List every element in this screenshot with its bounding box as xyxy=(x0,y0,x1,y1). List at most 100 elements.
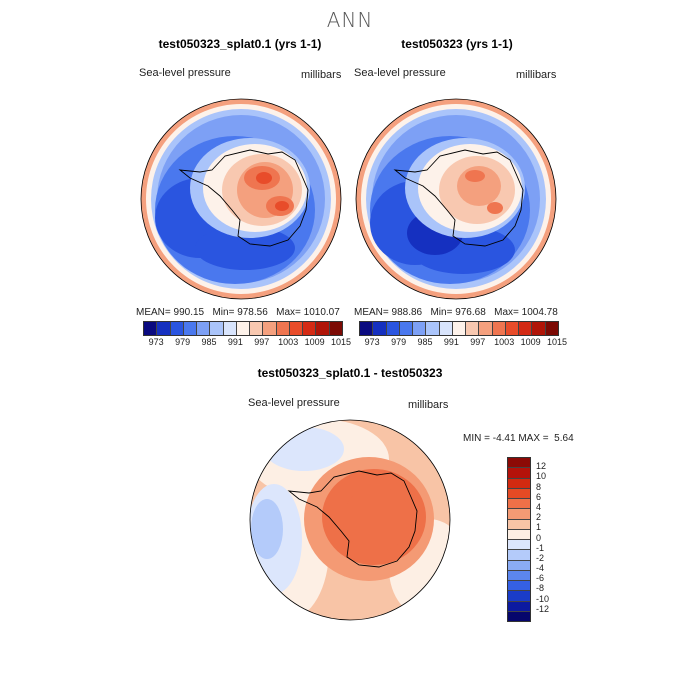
colorbar-swatch xyxy=(360,322,374,335)
panel3-units-label: millibars xyxy=(408,399,449,411)
colorbar-tick-label: 1009 xyxy=(520,337,541,347)
colorbar-swatch xyxy=(399,322,414,335)
figure-title: ANN xyxy=(326,8,374,32)
max-eq-label: MAX = xyxy=(518,433,549,444)
panel3-title: test050323_splat0.1 - test050323 xyxy=(257,366,443,380)
panel1-map xyxy=(140,98,342,300)
colorbar-tick-label: -2 xyxy=(536,552,545,563)
colorbar-swatch xyxy=(508,458,530,469)
colorbar-swatch xyxy=(532,322,546,335)
panel2-variable-label: Sea-level pressure xyxy=(354,67,446,79)
colorbar-swatch xyxy=(479,322,493,335)
colorbar-tick-label: 1003 xyxy=(494,337,515,347)
colorbar-swatch xyxy=(170,322,184,335)
panel3-stats: MIN = -4.41 MAX = 5.64 xyxy=(463,433,574,444)
panel1-min-value: 978.56 xyxy=(237,307,268,318)
panel3-colorbar xyxy=(507,457,531,622)
colorbar-tick-label: 12 xyxy=(536,461,547,472)
colorbar-swatch xyxy=(508,478,530,489)
colorbar-swatch xyxy=(426,322,440,335)
panel2-units-label: millibars xyxy=(516,69,557,81)
colorbar-swatch xyxy=(183,322,198,335)
colorbar-swatch xyxy=(197,322,211,335)
panel1-variable-label: Sea-level pressure xyxy=(139,67,231,79)
panel2-colorbar xyxy=(359,321,559,336)
mean-label: MEAN= xyxy=(354,307,389,318)
panel1-title: test050323_splat0.1 (yrs 1-1) xyxy=(158,37,322,51)
colorbar-swatch xyxy=(508,509,530,520)
colorbar-swatch xyxy=(508,519,530,530)
colorbar-tick-label: 1003 xyxy=(278,337,299,347)
colorbar-swatch xyxy=(373,322,387,335)
panel2-colorbar-ticks: 973 979 985 991 997 1003 1009 1015 xyxy=(359,337,567,349)
colorbar-swatch xyxy=(545,322,558,335)
colorbar-tick-label: 985 xyxy=(417,337,433,347)
colorbar-swatch xyxy=(276,322,290,335)
colorbar-swatch xyxy=(508,550,530,561)
colorbar-swatch xyxy=(508,468,530,479)
colorbar-tick-label: -10 xyxy=(536,593,550,604)
colorbar-tick-label: 10 xyxy=(536,471,547,482)
colorbar-tick-label: 985 xyxy=(201,337,217,347)
colorbar-swatch xyxy=(236,322,251,335)
colorbar-swatch xyxy=(316,322,330,335)
colorbar-tick-label: 997 xyxy=(470,337,486,347)
colorbar-swatch xyxy=(508,570,530,581)
colorbar-swatch xyxy=(508,601,530,612)
colorbar-tick-label: 8 xyxy=(536,481,542,492)
colorbar-tick-label: 973 xyxy=(364,337,380,347)
panel3-max-value: 5.64 xyxy=(554,433,574,444)
panel2-map xyxy=(355,98,557,300)
colorbar-tick-label: 6 xyxy=(536,491,542,502)
colorbar-swatch xyxy=(250,322,264,335)
panel2-min-value: 976.68 xyxy=(455,307,486,318)
min-label: Min= xyxy=(430,307,453,318)
colorbar-swatch xyxy=(492,322,506,335)
panel1-stats: MEAN= 990.15 Min= 978.56 Max= 1010.07 xyxy=(136,307,340,318)
colorbar-tick-label: 979 xyxy=(391,337,407,347)
panel2-max-value: 1004.78 xyxy=(521,307,558,318)
panel2-stats: MEAN= 988.86 Min= 976.68 Max= 1004.78 xyxy=(354,307,558,318)
colorbar-swatch xyxy=(508,540,530,551)
colorbar-tick-label: 991 xyxy=(443,337,459,347)
colorbar-swatch xyxy=(413,322,427,335)
colorbar-swatch xyxy=(508,560,530,571)
colorbar-tick-label: 997 xyxy=(254,337,270,347)
min-eq-label: MIN = xyxy=(463,433,490,444)
colorbar-swatch xyxy=(157,322,171,335)
panel1-units-label: millibars xyxy=(301,69,342,81)
panel1-colorbar-ticks: 973 979 985 991 997 1003 1009 1015 xyxy=(143,337,351,349)
colorbar-swatch xyxy=(210,322,224,335)
colorbar-tick-label: 1015 xyxy=(546,337,568,347)
panel2-mean-value: 988.86 xyxy=(391,307,423,318)
colorbar-swatch xyxy=(303,322,317,335)
colorbar-swatch xyxy=(223,322,237,335)
colorbar-tick-label: 1009 xyxy=(304,337,325,347)
panel1-max-value: 1010.07 xyxy=(303,307,340,318)
mean-label: MEAN= xyxy=(136,307,171,318)
colorbar-swatch xyxy=(144,322,158,335)
colorbar-tick-label: 1 xyxy=(536,522,542,533)
colorbar-swatch xyxy=(508,499,530,510)
colorbar-swatch xyxy=(519,322,533,335)
max-label: Max= xyxy=(276,307,301,318)
panel3-min-value: -4.41 xyxy=(492,433,516,444)
colorbar-tick-label: 973 xyxy=(148,337,164,347)
colorbar-swatch xyxy=(263,322,277,335)
panel3-colorbar-ticks: 12 10 8 6 4 2 1 0 -1 -2 -4 -6 -8 -10 -12 xyxy=(536,457,566,620)
colorbar-tick-label: -6 xyxy=(536,573,545,584)
colorbar-tick-label: 1015 xyxy=(330,337,352,347)
panel2-title: test050323 (yrs 1-1) xyxy=(401,37,513,51)
colorbar-swatch xyxy=(452,322,467,335)
colorbar-swatch xyxy=(386,322,400,335)
colorbar-swatch xyxy=(505,322,520,335)
colorbar-tick-label: -1 xyxy=(536,542,545,553)
colorbar-tick-label: -8 xyxy=(536,583,545,594)
colorbar-tick-label: 979 xyxy=(175,337,191,347)
min-label: Min= xyxy=(212,307,235,318)
colorbar-swatch xyxy=(508,611,530,621)
colorbar-swatch xyxy=(508,488,530,499)
colorbar-swatch xyxy=(329,322,342,335)
panel3-variable-label: Sea-level pressure xyxy=(248,397,340,409)
colorbar-swatch xyxy=(508,591,530,602)
